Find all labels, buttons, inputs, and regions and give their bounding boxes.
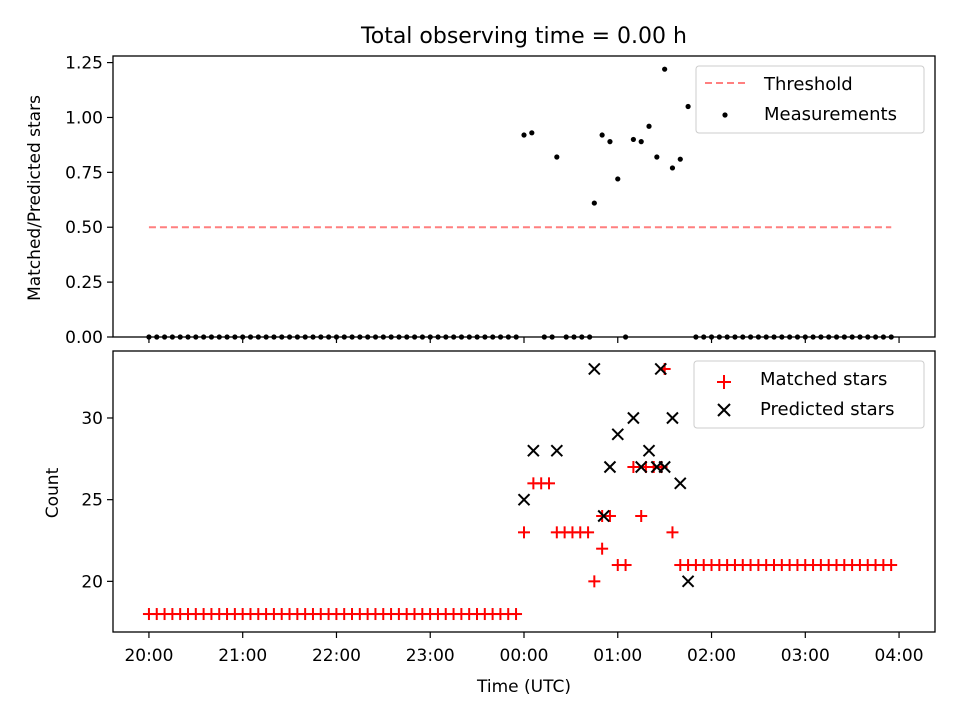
top-y-tick-label: 0.50 xyxy=(65,218,103,238)
x-tick-label: 23:00 xyxy=(406,646,455,666)
matched-star-marker xyxy=(603,510,616,523)
bottom-legend-box xyxy=(693,360,925,429)
measurement-point xyxy=(615,176,621,182)
x-axis-label: Time (UTC) xyxy=(476,677,571,697)
matched-star-marker xyxy=(627,460,640,473)
predicted-star-marker xyxy=(527,444,540,457)
matched-star-marker xyxy=(885,559,898,572)
top-legend: Threshold Measurements xyxy=(695,65,925,134)
bottom-y-axis-label: Count xyxy=(43,467,63,518)
predicted-star-marker xyxy=(611,428,624,441)
predicted-star-marker xyxy=(634,460,648,474)
matched-star-marker xyxy=(635,510,648,523)
measurement-point xyxy=(630,136,636,143)
chart-title: Total observing time = 0.00 h xyxy=(360,24,687,49)
predicted-star-marker xyxy=(627,411,640,425)
matched-star-marker xyxy=(518,526,530,539)
measurement-point xyxy=(654,154,660,160)
measurement-point xyxy=(638,139,644,145)
predicted-star-marker xyxy=(550,444,564,457)
bottom-y-tick-label: 25 xyxy=(81,491,103,511)
matched-legend-swatch xyxy=(717,375,731,389)
matched-star-marker xyxy=(582,526,595,539)
count-points xyxy=(142,362,898,621)
predicted-star-marker xyxy=(681,575,695,588)
bottom-x-ticks: 20:00 21:00 22:00 23:00 00:00 01:00 02:00 03:00… xyxy=(124,632,924,666)
matched-star-marker xyxy=(619,559,632,572)
measurement-point xyxy=(599,132,605,138)
predicted-star-marker xyxy=(654,362,667,376)
threshold-legend-label: Threshold xyxy=(763,74,853,95)
x-tick-label: 02:00 xyxy=(687,646,736,666)
measurement-point xyxy=(521,132,527,138)
matched-legend-label: Matched stars xyxy=(760,369,887,390)
x-tick-label: 22:00 xyxy=(312,646,361,666)
predicted-star-marker xyxy=(674,477,687,490)
measurement-point xyxy=(529,130,535,136)
predicted-star-marker xyxy=(517,493,531,506)
top-y-tick-label: 0.25 xyxy=(65,273,103,293)
matched-star-marker xyxy=(543,477,556,490)
top-legend-box xyxy=(695,65,925,134)
bottom-y-tick-label: 30 xyxy=(81,409,103,429)
bottom-y-tick-label: 20 xyxy=(81,572,103,592)
measurement-point xyxy=(662,66,668,72)
x-tick-label: 04:00 xyxy=(875,646,924,666)
measurement-point xyxy=(607,139,613,145)
predicted-star-marker xyxy=(603,460,617,474)
measurement-point xyxy=(685,103,691,110)
x-tick-label: 00:00 xyxy=(500,646,549,666)
bottom-plot-frame xyxy=(112,350,936,633)
measurements-legend-swatch xyxy=(722,112,728,118)
x-tick-label: 03:00 xyxy=(781,646,830,666)
top-y-tick-label: 1.25 xyxy=(65,54,103,74)
measurement-point xyxy=(646,123,652,129)
predicted-star-marker xyxy=(666,411,679,425)
x-tick-label: 20:00 xyxy=(124,646,173,666)
matched-star-marker xyxy=(596,542,609,555)
bottom-legend: Matched stars Predicted stars xyxy=(693,360,925,429)
top-y-ticks: 0.00 0.25 0.50 0.75 1.00 1.25 xyxy=(65,54,113,348)
measurement-point xyxy=(677,156,683,162)
matched-star-marker xyxy=(666,526,679,539)
measurement-point xyxy=(554,154,560,160)
matched-star-marker xyxy=(682,559,695,572)
predicted-legend-swatch xyxy=(717,403,731,417)
matched-star-marker xyxy=(510,608,523,621)
predicted-star-marker xyxy=(597,509,610,523)
measurement-point xyxy=(591,200,597,206)
ratio-panel: Total observing time = 0.00 h Matched/Pr… xyxy=(25,24,936,348)
top-y-tick-label: 0.00 xyxy=(65,328,103,348)
measurements-legend-label: Measurements xyxy=(764,104,897,125)
x-tick-label: 01:00 xyxy=(593,646,642,666)
predicted-legend-label: Predicted stars xyxy=(760,399,894,420)
top-x-tick-marks xyxy=(148,337,900,343)
top-y-axis-label: Matched/Predicted stars xyxy=(25,95,45,301)
bottom-y-ticks: 20 25 30 xyxy=(81,409,113,592)
predicted-star-marker xyxy=(642,444,656,457)
predicted-star-marker xyxy=(658,460,671,474)
top-y-tick-label: 1.00 xyxy=(65,108,103,128)
matched-star-marker xyxy=(588,575,601,588)
measurement-point xyxy=(669,165,676,171)
predicted-star-marker xyxy=(588,362,601,376)
x-tick-label: 21:00 xyxy=(218,646,267,666)
top-y-tick-label: 0.75 xyxy=(65,163,103,183)
